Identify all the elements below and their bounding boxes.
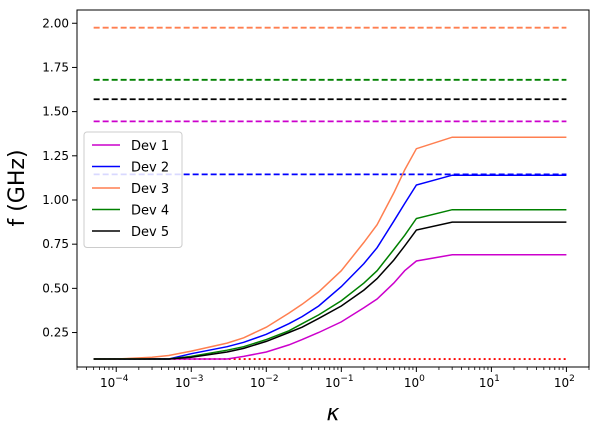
legend-label-1: Dev 1 xyxy=(131,139,169,154)
legend-label-4: Dev 4 xyxy=(131,204,169,219)
y-tick-label: 1.50 xyxy=(42,105,69,119)
y-tick-label: 2.00 xyxy=(42,16,69,30)
x-axis-title: κ xyxy=(327,401,340,426)
series-line-1 xyxy=(93,254,567,360)
series-line-3 xyxy=(93,136,567,360)
x-tick-label: 10−1 xyxy=(325,374,354,390)
x-tick-label: 100 xyxy=(404,374,425,390)
x-axis: 10−4 10−3 10−2 10−1 100 101 102 xyxy=(76,367,590,390)
x-tick-label: 10−2 xyxy=(250,374,279,390)
x-tick-label: 102 xyxy=(554,374,575,390)
y-tick-label: 1.25 xyxy=(42,149,69,163)
legend: Dev 1 Dev 2 Dev 3 Dev 4 Dev 5 xyxy=(83,131,183,248)
x-tick-label: 101 xyxy=(479,374,500,390)
plot-lines xyxy=(93,26,567,360)
legend-label-5: Dev 5 xyxy=(131,225,169,240)
plot-frame xyxy=(76,9,590,368)
y-axis: 0.25 0.50 0.75 1.00 1.25 1.50 1.75 2.00 xyxy=(42,16,77,340)
series-line-2 xyxy=(93,174,567,360)
x-tick-label: 10−3 xyxy=(175,374,204,390)
legend-label-3: Dev 3 xyxy=(131,182,169,197)
y-tick-label: 0.25 xyxy=(42,326,69,340)
x-tick-label: 10−4 xyxy=(100,374,129,390)
y-tick-label: 0.50 xyxy=(42,281,69,295)
legend-box xyxy=(83,131,183,248)
y-tick-label: 1.75 xyxy=(42,60,69,74)
y-axis-title: f (GHz) xyxy=(5,149,30,226)
series-line-5 xyxy=(93,221,567,360)
legend-label-2: Dev 2 xyxy=(131,161,169,176)
y-tick-label: 0.75 xyxy=(42,237,69,251)
y-tick-label: 1.00 xyxy=(42,193,69,207)
